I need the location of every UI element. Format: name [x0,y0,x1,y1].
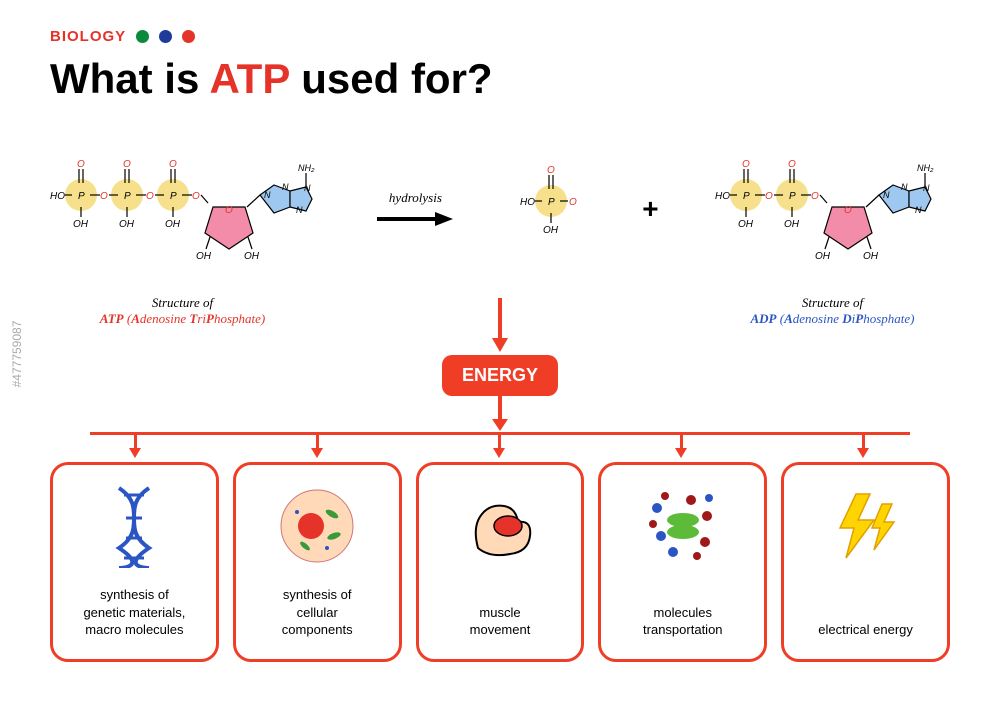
svg-text:O: O [192,191,200,202]
svg-text:P: P [170,191,177,202]
muscle-icon [460,483,540,568]
svg-text:O: O [169,159,177,170]
svg-text:O: O [569,197,577,208]
atp-structure: P P P O O O OH OH OH HO O O O [50,155,315,327]
svg-text:N: N [296,205,303,215]
svg-text:N: N [901,182,908,192]
svg-text:O: O [123,159,131,170]
svg-text:O: O [788,159,796,170]
arrow-label: hydrolysis [365,190,465,206]
svg-text:P: P [789,191,796,202]
card-dna: synthesis ofgenetic materials,macro mole… [50,462,219,662]
cell-icon [277,483,357,568]
svg-text:OH: OH [244,251,260,262]
right-arrow-icon [375,210,455,228]
hydrolysis-arrow: hydrolysis [365,190,465,233]
svg-text:P: P [78,191,85,202]
svg-text:N: N [264,190,271,200]
adp-structure: P P O O OH OH HO O O O OH OH N N N [715,155,950,327]
svg-text:OH: OH [196,251,212,262]
dot-icon [159,30,172,43]
card-transport: moleculestransportation [598,462,767,662]
branch-tick [134,432,137,450]
svg-text:NH₂: NH₂ [298,163,315,173]
svg-text:HO: HO [50,191,65,202]
branch-tick [862,432,865,450]
title-part: used for? [290,55,493,102]
card-cell: synthesis ofcellularcomponents [233,462,402,662]
svg-text:O: O [100,191,108,202]
atp-caption-line2: ATP (Adenosine TriPhosphate) [50,311,315,327]
plus-sign: + [642,193,658,225]
title-part: What is [50,55,209,102]
svg-text:HO: HO [520,197,535,208]
svg-text:OH: OH [165,219,181,230]
subject-row: BIOLOGY [50,28,493,45]
title-accent: ATP [209,55,289,102]
subject-label: BIOLOGY [50,28,126,45]
card-electrical: electrical energy [781,462,950,662]
dot-icon [182,30,195,43]
use-cards: synthesis ofgenetic materials,macro mole… [50,462,950,662]
adp-caption-line2: ADP (Adenosine DiPhosphate) [715,311,950,327]
phosphate-icon: P O OH HO O [516,163,586,243]
svg-text:O: O [225,205,233,216]
svg-text:O: O [547,165,555,176]
svg-text:P: P [124,191,131,202]
svg-text:N: N [304,183,311,193]
svg-text:OH: OH [543,225,559,236]
svg-text:O: O [765,191,773,202]
svg-text:P: P [743,191,750,202]
watermark: #477759087 [10,320,24,387]
svg-text:OH: OH [863,251,879,262]
svg-text:OH: OH [784,219,800,230]
page-title: What is ATP used for? [50,55,493,103]
card-label: moleculestransportation [643,604,723,639]
phosphate-free: P O OH HO O [516,163,586,253]
svg-text:OH: OH [73,219,89,230]
svg-text:OH: OH [815,251,831,262]
svg-text:N: N [915,205,922,215]
down-arrow-icon [488,395,512,433]
down-arrow-icon [488,298,512,354]
svg-text:HO: HO [715,191,730,202]
branch-tick [498,432,501,450]
svg-text:NH₂: NH₂ [917,163,934,173]
svg-text:O: O [77,159,85,170]
svg-text:P: P [548,197,555,208]
svg-text:O: O [146,191,154,202]
header: BIOLOGY What is ATP used for? [50,28,493,103]
svg-text:OH: OH [119,219,135,230]
adp-caption-line1: Structure of [715,295,950,311]
branch-tick [316,432,319,450]
card-label: synthesis ofgenetic materials,macro mole… [83,586,185,639]
svg-text:N: N [923,183,930,193]
card-muscle: musclemovement [416,462,585,662]
svg-text:N: N [282,182,289,192]
dna-icon [104,483,164,568]
adp-molecule-icon: P P O O OH OH HO O O O OH OH N N N [715,155,950,285]
transport-icon [643,483,723,568]
dot-icon [136,30,149,43]
svg-text:O: O [844,205,852,216]
svg-text:O: O [811,191,819,202]
atp-caption-line1: Structure of [50,295,315,311]
card-label: musclemovement [470,604,531,639]
bolt-icon [826,483,906,568]
svg-text:N: N [883,190,890,200]
branch-tick [680,432,683,450]
card-label: electrical energy [818,621,913,639]
energy-badge: ENERGY [442,355,558,396]
svg-text:O: O [742,159,750,170]
card-label: synthesis ofcellularcomponents [282,586,353,639]
svg-text:OH: OH [738,219,754,230]
atp-molecule-icon: P P P O O O OH OH OH HO O O O [50,155,315,285]
